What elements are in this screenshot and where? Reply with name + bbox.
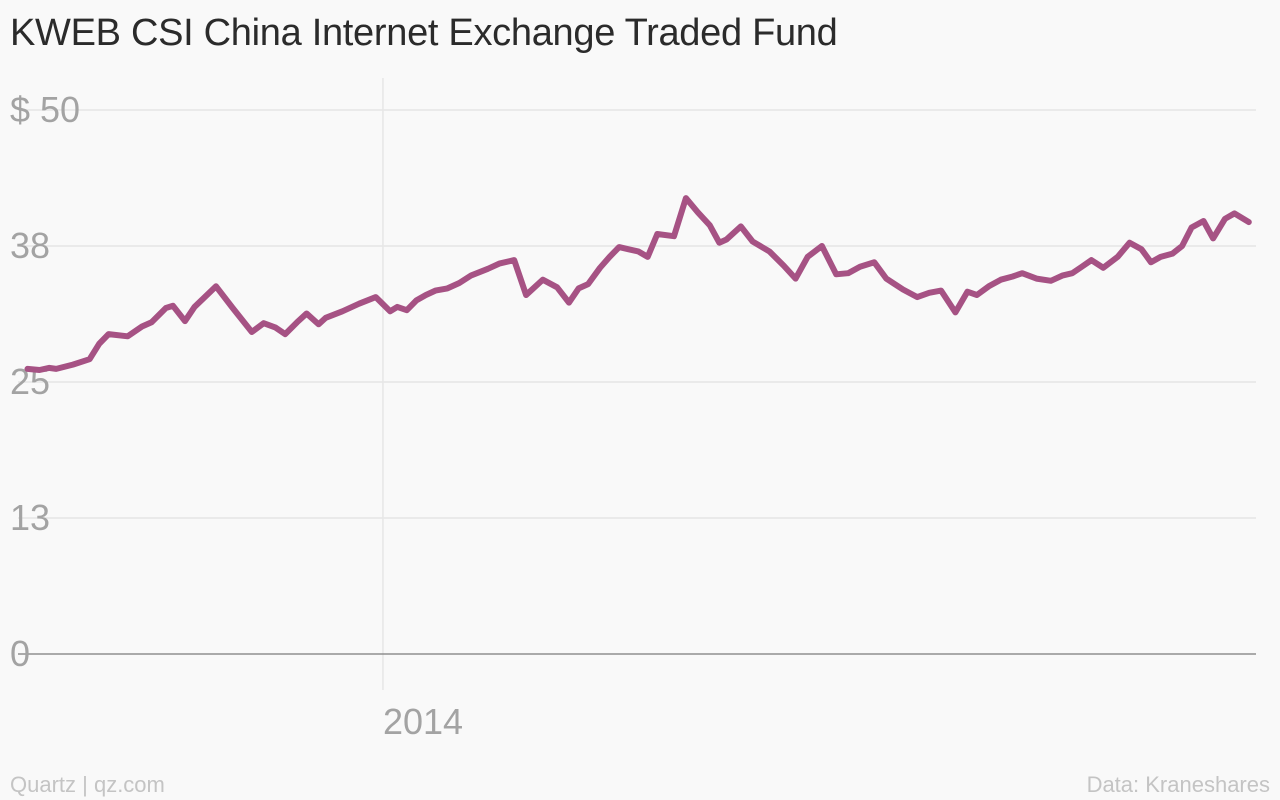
series-layer (24, 195, 1252, 373)
footer-credit: Quartz | qz.com (10, 772, 165, 797)
y-tick-label-1: 38 (10, 225, 50, 266)
chart-title: KWEB CSI China Internet Exchange Traded … (10, 12, 838, 54)
footer-source: Data: Kraneshares (1086, 772, 1270, 797)
y-tick-label-3: 13 (10, 497, 50, 538)
x-tick-label-0: 2014 (383, 701, 463, 742)
series-line-0 (24, 195, 1252, 373)
grid-lines (18, 78, 1256, 690)
y-tick-label-4: 0 (10, 633, 30, 674)
y-tick-label-0: $ 50 (10, 89, 80, 130)
